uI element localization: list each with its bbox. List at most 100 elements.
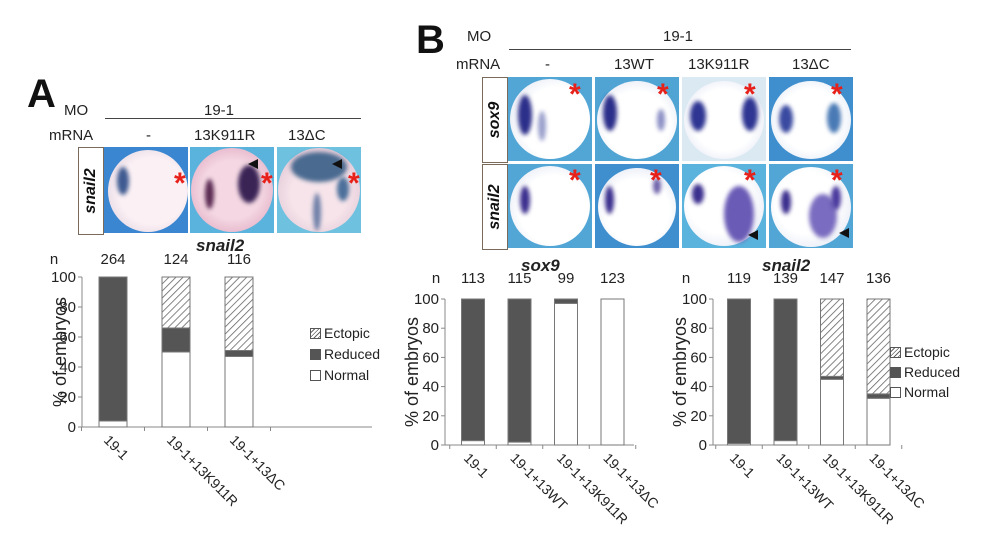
- arrowhead-icon: [248, 159, 258, 169]
- n-label: n: [432, 270, 440, 287]
- panel-b-mo-value: 19-1: [663, 28, 694, 45]
- embryo-image-b-sox9-13k911r: *: [682, 77, 766, 161]
- panel-a-letter: A: [27, 72, 56, 116]
- bar-segment-normal: [820, 378, 844, 446]
- embryo-image-b-sox9-13wt: *: [595, 77, 679, 161]
- chart-a-title: snail2: [196, 236, 245, 255]
- asterisk-icon: *: [174, 167, 186, 200]
- legend-label: Normal: [904, 384, 950, 400]
- y-tick-label: 20: [690, 408, 707, 425]
- bar-segment-reduced: [98, 276, 128, 422]
- y-tick-label: 80: [59, 299, 76, 316]
- solid-swatch-icon: [890, 366, 901, 378]
- panel-b-mo-label: MO: [467, 28, 492, 45]
- bar-segment-reduced: [224, 350, 254, 357]
- y-axis-label: % of embryos: [50, 297, 70, 407]
- asterisk-icon: *: [831, 78, 843, 111]
- y-tick-label: 100: [682, 291, 707, 308]
- bar-segment-ectopic: [161, 276, 191, 329]
- panel-b-gene-label-snail2: snail2: [482, 164, 508, 250]
- bar-segment-normal: [98, 420, 128, 428]
- x-category-label: 19-1+13ΔC: [227, 432, 289, 494]
- asterisk-icon: *: [657, 78, 669, 111]
- y-tick-label: 80: [422, 320, 439, 337]
- legend-b-reduced: Reduced: [890, 364, 960, 380]
- y-tick-label: 40: [59, 359, 76, 376]
- embryo-image-b-snail2-13wt: *: [595, 164, 679, 248]
- bar-segment-reduced: [773, 298, 798, 442]
- embryo-image-b-sox9-control: *: [508, 77, 592, 161]
- y-tick-label: 20: [422, 408, 439, 425]
- asterisk-icon: *: [348, 167, 360, 200]
- x-category-label: 19-1: [461, 450, 492, 481]
- panel-a-mo-rule: [105, 118, 361, 119]
- empty-swatch-icon: [310, 369, 321, 381]
- n-value: 124: [163, 251, 188, 268]
- legend-b-normal: Normal: [890, 384, 949, 400]
- y-tick-label: 40: [422, 379, 439, 396]
- x-category-label: 19-1: [727, 450, 758, 481]
- hatch-swatch-icon: [310, 327, 321, 339]
- y-axis-label: % of embryos: [670, 317, 690, 427]
- embryo-image-a-13dc: *: [277, 147, 361, 233]
- y-tick-label: 60: [422, 349, 439, 366]
- bar-segment-normal: [773, 440, 798, 446]
- asterisk-icon: *: [744, 78, 756, 111]
- empty-swatch-icon: [890, 386, 901, 398]
- n-value: 139: [773, 270, 798, 287]
- embryo-image-b-snail2-13k911r: *: [682, 164, 766, 248]
- panel-b-mrna-col-3: 13K911R: [688, 56, 750, 73]
- chart-b-sox9-title: sox9: [521, 256, 560, 275]
- arrowhead-icon: [748, 230, 758, 240]
- bar-segment-ectopic: [820, 298, 844, 377]
- embryo-image-a-control: *: [104, 147, 188, 233]
- legend-label: Reduced: [904, 364, 961, 380]
- panel-a-mrna-col-2: 13K911R: [194, 127, 256, 144]
- n-label: n: [50, 251, 58, 268]
- panel-b-mrna-label: mRNA: [456, 56, 501, 73]
- panel-b-letter: B: [416, 18, 445, 62]
- n-value: 123: [600, 270, 625, 287]
- chart-b-snail2-title: snail2: [762, 256, 811, 275]
- asterisk-icon: *: [261, 167, 273, 200]
- n-value: 264: [100, 251, 125, 268]
- asterisk-icon: *: [650, 164, 662, 197]
- bar-segment-reduced: [554, 298, 578, 304]
- embryo-image-b-snail2-control: *: [508, 164, 592, 248]
- n-value: 99: [558, 270, 575, 287]
- panel-b-mrna-col-1: -: [545, 56, 550, 73]
- bar-segment-ectopic: [866, 298, 891, 395]
- legend-label: Reduced: [324, 346, 381, 362]
- y-tick-label: 100: [51, 269, 76, 286]
- bar-segment-normal: [161, 351, 191, 428]
- y-tick-label: 0: [431, 437, 439, 454]
- panel-b-mo-rule: [509, 49, 851, 50]
- bar-segment-normal: [600, 298, 625, 446]
- panel-b-mrna-col-4: 13ΔC: [792, 56, 830, 73]
- panel-a-mrna-label: mRNA: [49, 127, 94, 144]
- bar-segment-reduced: [727, 298, 751, 445]
- bar-segment-reduced: [461, 298, 485, 442]
- bar-segment-reduced: [866, 393, 891, 399]
- n-value: 116: [227, 251, 251, 268]
- legend-a-normal: Normal: [310, 367, 369, 383]
- n-value: 115: [508, 270, 532, 287]
- y-tick-label: 100: [414, 291, 439, 308]
- asterisk-icon: *: [569, 78, 581, 111]
- panel-a-mrna-col-1: -: [146, 127, 151, 144]
- y-tick-label: 0: [68, 419, 76, 436]
- legend-label: Normal: [324, 367, 370, 383]
- legend-b-ectopic: Ectopic: [890, 344, 950, 360]
- y-tick-label: 40: [690, 379, 707, 396]
- asterisk-icon: *: [831, 164, 843, 197]
- embryo-image-a-13k911r: *: [190, 147, 274, 233]
- y-tick-label: 0: [699, 437, 707, 454]
- panel-a-mo-label: MO: [64, 102, 89, 119]
- embryo-image-b-sox9-13dc: *: [769, 77, 853, 161]
- legend-label: Ectopic: [904, 344, 950, 360]
- hatch-swatch-icon: [890, 346, 901, 358]
- bar-segment-normal: [554, 302, 578, 446]
- bar-segment-reduced: [161, 327, 191, 353]
- arrowhead-icon: [839, 228, 849, 238]
- legend-label: Ectopic: [324, 325, 370, 341]
